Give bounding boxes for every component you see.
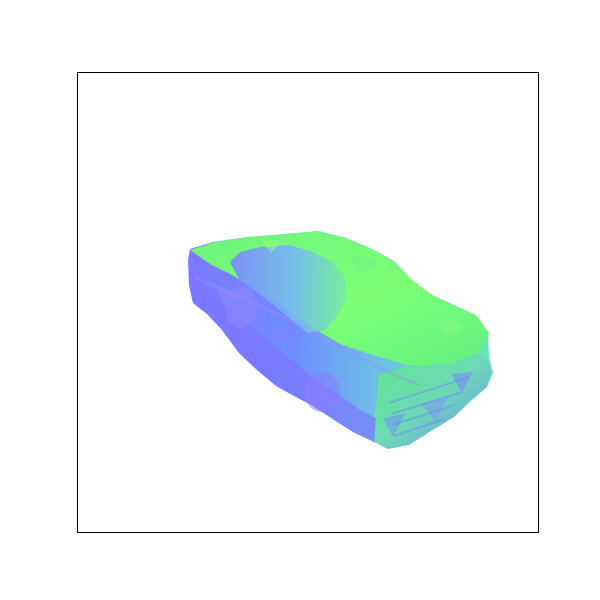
surface-facets bbox=[216, 236, 473, 437]
body-crease bbox=[194, 276, 419, 386]
car-window-band bbox=[230, 245, 347, 333]
front-wheel-hint bbox=[304, 372, 340, 412]
front-grille bbox=[388, 376, 470, 437]
